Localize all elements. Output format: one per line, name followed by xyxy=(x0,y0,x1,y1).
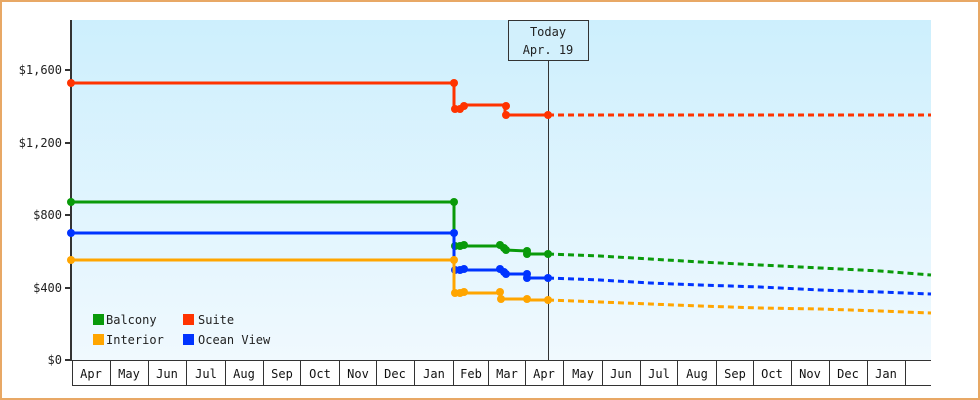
legend-item-suite: Suite xyxy=(183,313,234,327)
x-tick-label: May xyxy=(118,367,140,381)
suite-swatch-icon xyxy=(183,314,194,325)
legend-item-ocean-view: Ocean View xyxy=(183,333,271,347)
y-tick-label: $800 xyxy=(33,208,62,222)
interior-swatch-icon xyxy=(93,334,104,345)
ocean-view-swatch-icon xyxy=(183,334,194,345)
today-date: Apr. 19 xyxy=(523,43,574,57)
plot-area xyxy=(72,20,931,360)
x-tick-label: Feb xyxy=(460,367,482,381)
x-tick-label: Dec xyxy=(384,367,406,381)
y-tick-label: $1,600 xyxy=(19,63,62,77)
x-tick-label: Jun xyxy=(156,367,178,381)
legend-label: Balcony xyxy=(106,313,157,327)
series-suite xyxy=(67,79,931,119)
x-tick-label: Oct xyxy=(761,367,783,381)
x-tick-label: Jan xyxy=(875,367,897,381)
x-axis xyxy=(72,360,931,386)
legend-item-interior: Interior xyxy=(93,333,164,347)
x-tick-label: Mar xyxy=(496,367,518,381)
legend-label: Suite xyxy=(198,313,234,327)
y-tick-label: $0 xyxy=(48,353,62,367)
series-interior xyxy=(67,256,932,315)
balcony-swatch-icon xyxy=(93,314,104,325)
x-tick-label: Sep xyxy=(271,367,293,381)
x-tick-label: Dec xyxy=(837,367,859,381)
x-tick-label: May xyxy=(572,367,594,381)
x-tick-labels: Apr May Jun Jul Aug Sep Oct Nov Dec Jan … xyxy=(80,367,897,381)
x-tick-label: Nov xyxy=(799,367,821,381)
x-tick-label: Oct xyxy=(309,367,331,381)
x-tick-label: Sep xyxy=(724,367,746,381)
series-ocean-view xyxy=(67,229,932,296)
y-tick-label: $400 xyxy=(33,281,62,295)
x-tick-label: Apr xyxy=(533,367,555,381)
series-balcony xyxy=(67,198,932,277)
x-tick-label: Jan xyxy=(423,367,445,381)
today-label: Today xyxy=(530,25,566,39)
legend-item-balcony: Balcony xyxy=(93,313,157,327)
legend: Balcony Suite Interior Ocean View xyxy=(93,313,271,347)
legend-label: Interior xyxy=(106,333,164,347)
x-tick-label: Jul xyxy=(195,367,217,381)
y-ticks xyxy=(65,69,71,361)
x-tick-label: Jun xyxy=(610,367,632,381)
x-tick-label: Nov xyxy=(347,367,369,381)
today-box xyxy=(508,20,589,61)
x-tick-label: Apr xyxy=(80,367,102,381)
x-tick-label: Jul xyxy=(648,367,670,381)
legend-label: Ocean View xyxy=(198,333,271,347)
y-tick-label: $1,200 xyxy=(19,136,62,150)
x-tick-label: Aug xyxy=(686,367,708,381)
x-tick-label: Aug xyxy=(233,367,255,381)
